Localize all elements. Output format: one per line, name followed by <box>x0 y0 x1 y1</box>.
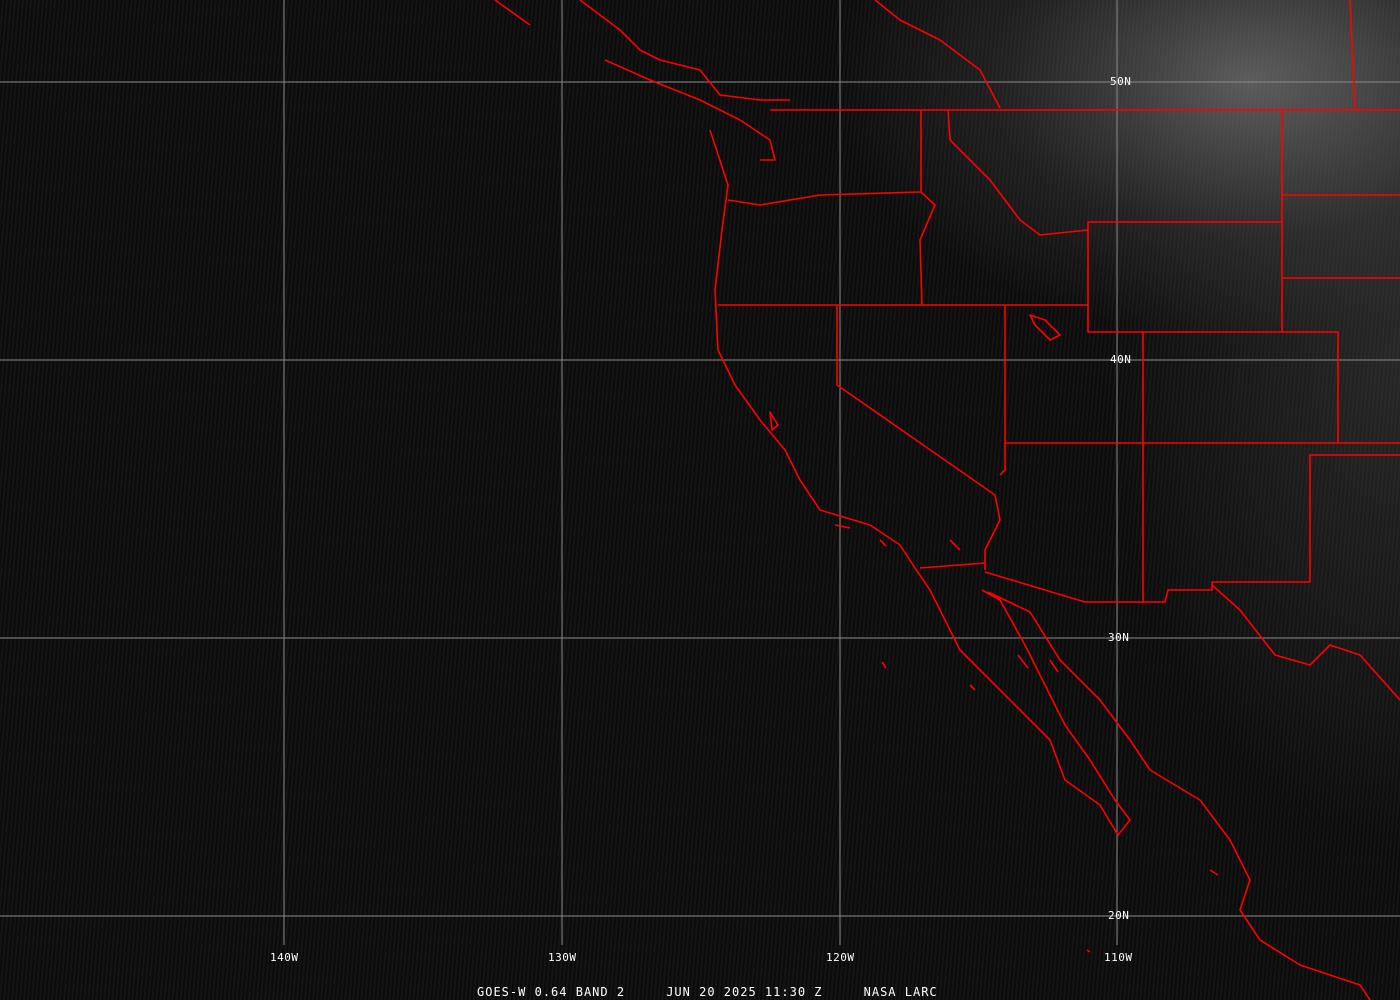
coastline-mexico <box>987 591 1371 1000</box>
longitude-label: 110W <box>1104 951 1133 964</box>
date: JUN 20 2025 <box>666 985 757 999</box>
latitude-label: 50N <box>1110 75 1132 88</box>
state-borders <box>718 109 1400 701</box>
latitude-label: 40N <box>1110 353 1132 366</box>
longitude-label: 130W <box>548 951 577 964</box>
image-caption: GOES-W 0.64 BAND 2 JUN 20 2025 11:30 Z N… <box>477 985 938 999</box>
islands <box>769 314 1219 953</box>
satellite-name: GOES-W <box>477 985 527 999</box>
channel: 0.64 BAND 2 <box>534 985 626 999</box>
latitude-label: 20N <box>1108 909 1130 922</box>
longitude-label: 120W <box>826 951 855 964</box>
source: NASA LARC <box>863 985 938 999</box>
coastline-west <box>494 0 1131 836</box>
latitude-label: 30N <box>1108 631 1130 644</box>
time: 11:30 Z <box>764 985 823 999</box>
us-canada-border <box>770 0 1400 111</box>
longitude-label: 140W <box>270 951 299 964</box>
